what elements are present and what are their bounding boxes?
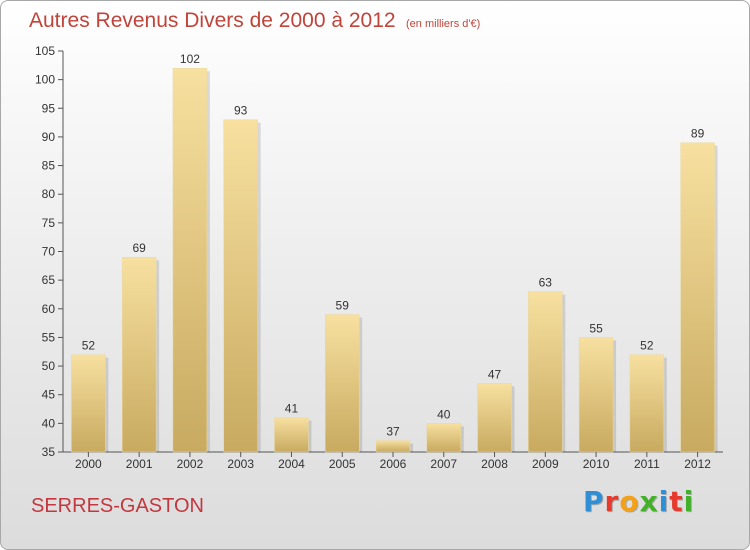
x-tick-label: 2012 bbox=[684, 457, 711, 471]
bar-value-label: 40 bbox=[437, 407, 451, 421]
y-tick-label: 45 bbox=[42, 388, 56, 402]
bar-value-label: 55 bbox=[589, 321, 603, 335]
y-tick-label: 60 bbox=[42, 302, 56, 316]
bar bbox=[324, 314, 360, 453]
y-tick-label: 50 bbox=[42, 359, 56, 373]
bar bbox=[629, 354, 665, 453]
y-tick-label: 105 bbox=[35, 44, 55, 58]
logo-letter: i bbox=[683, 485, 695, 518]
bar-value-label: 47 bbox=[488, 367, 502, 381]
bar bbox=[680, 142, 715, 453]
bar bbox=[578, 337, 614, 453]
bar bbox=[477, 383, 512, 453]
y-tick-label: 85 bbox=[42, 159, 56, 173]
logo-letter: t bbox=[669, 485, 684, 518]
x-tick-label: 2008 bbox=[481, 457, 508, 471]
bar-value-label: 63 bbox=[539, 276, 553, 290]
chart-title-unit: (en milliers d'€) bbox=[406, 18, 481, 30]
y-tick-label: 35 bbox=[42, 445, 56, 459]
x-tick-label: 2010 bbox=[583, 457, 610, 471]
x-tick-label: 2000 bbox=[75, 457, 102, 471]
bar bbox=[528, 291, 563, 453]
x-tick-label: 2001 bbox=[126, 457, 153, 471]
x-tick-label: 2005 bbox=[329, 457, 356, 471]
logo-letter: P bbox=[583, 485, 605, 518]
bar-value-label: 93 bbox=[234, 104, 248, 118]
bar bbox=[172, 67, 208, 453]
x-tick-label: 2002 bbox=[177, 457, 204, 471]
bar bbox=[375, 440, 411, 453]
y-tick-label: 95 bbox=[42, 101, 56, 115]
x-tick-label: 2011 bbox=[634, 457, 660, 471]
y-tick-label: 75 bbox=[42, 216, 56, 230]
x-tick-label: 2003 bbox=[227, 457, 254, 471]
bar-value-label: 41 bbox=[285, 402, 299, 416]
bar bbox=[223, 119, 258, 453]
bar-value-label: 52 bbox=[82, 339, 96, 353]
chart-title: Autres Revenus Divers de 2000 à 2012 (en… bbox=[29, 9, 480, 33]
x-tick-label: 2004 bbox=[278, 457, 305, 471]
x-tick-label: 2006 bbox=[380, 457, 407, 471]
y-tick-label: 55 bbox=[42, 330, 56, 344]
y-tick-label: 90 bbox=[42, 130, 56, 144]
bar-value-label: 59 bbox=[336, 299, 350, 313]
logo-letter: i bbox=[658, 485, 670, 518]
bar bbox=[426, 423, 462, 453]
x-tick-label: 2007 bbox=[430, 457, 457, 471]
bar-value-label: 37 bbox=[386, 425, 400, 439]
bar-value-label: 52 bbox=[640, 339, 654, 353]
bar-value-label: 102 bbox=[180, 52, 200, 66]
chart-title-main: Autres Revenus Divers de 2000 à 2012 bbox=[29, 9, 396, 32]
y-tick-label: 100 bbox=[35, 73, 55, 87]
logo-letter: x bbox=[639, 485, 659, 518]
bar bbox=[121, 256, 157, 453]
y-tick-label: 70 bbox=[42, 245, 56, 259]
bar-value-label: 69 bbox=[132, 241, 146, 255]
logo-letter: o bbox=[619, 485, 640, 518]
bar bbox=[71, 354, 106, 453]
y-tick-label: 80 bbox=[42, 187, 56, 201]
y-tick-label: 65 bbox=[42, 273, 56, 287]
bar bbox=[274, 417, 309, 453]
y-tick-label: 40 bbox=[42, 416, 56, 430]
x-tick-label: 2009 bbox=[532, 457, 559, 471]
logo-letter: r bbox=[604, 485, 620, 518]
proxiti-logo: Proxiti bbox=[583, 485, 694, 518]
commune-name: SERRES-GASTON bbox=[31, 495, 204, 517]
bar-value-label: 89 bbox=[691, 127, 705, 141]
